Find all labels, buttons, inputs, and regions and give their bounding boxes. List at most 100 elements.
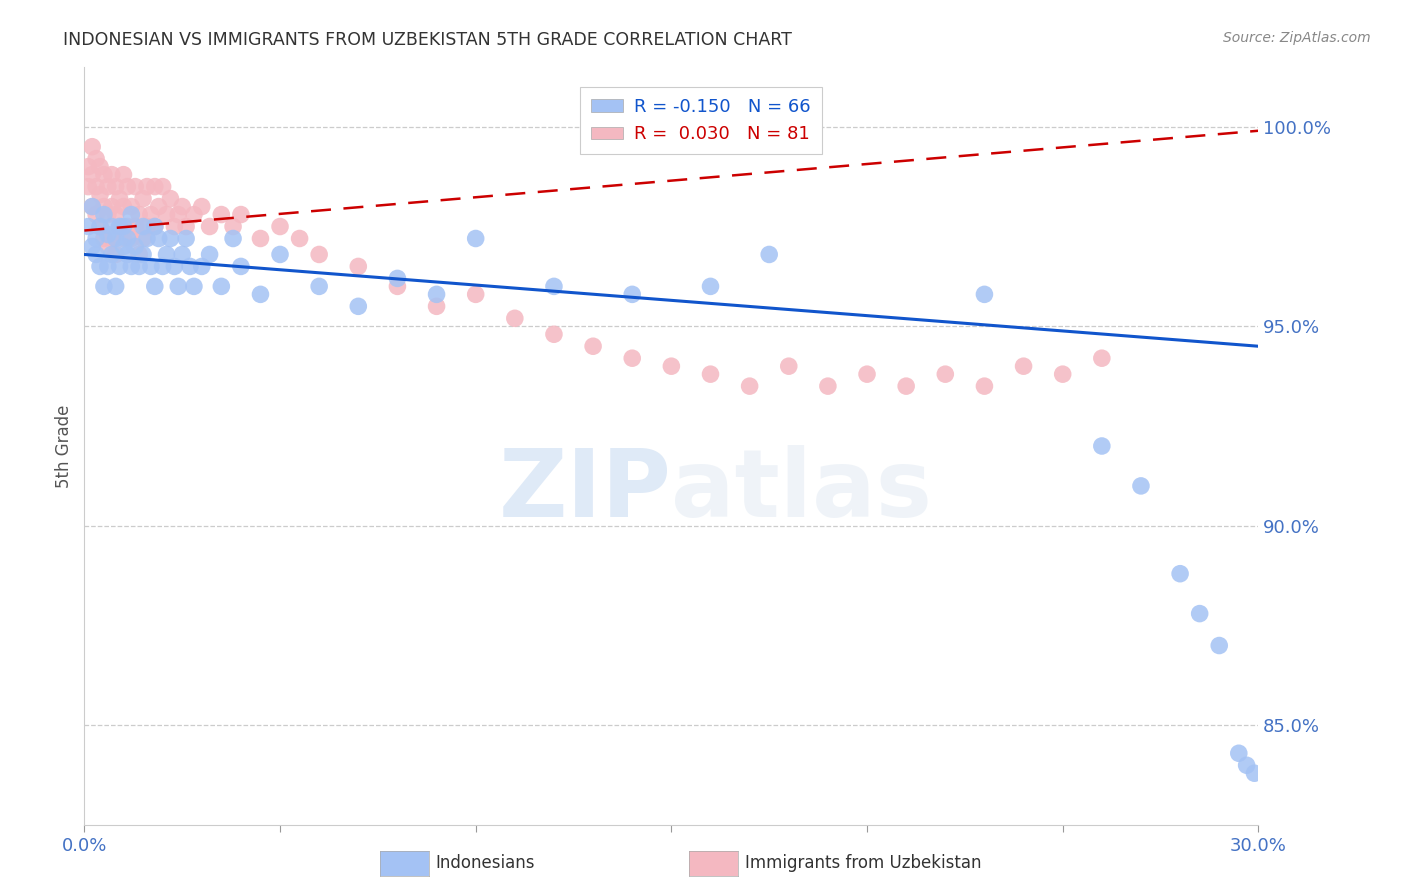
Point <box>97 239 120 253</box>
Point <box>661 359 683 374</box>
Point <box>1208 639 1230 653</box>
Point <box>97 260 120 274</box>
Point <box>1236 758 1258 772</box>
Point <box>817 379 839 393</box>
Point <box>163 219 186 234</box>
Point <box>100 200 122 214</box>
Point <box>155 247 177 261</box>
Point <box>104 208 127 222</box>
Point <box>269 247 291 261</box>
Point <box>1168 566 1191 581</box>
Point <box>120 231 142 245</box>
Point <box>174 231 197 245</box>
Point <box>143 279 166 293</box>
Point <box>543 327 565 342</box>
Point <box>222 219 245 234</box>
Point <box>139 260 162 274</box>
Point <box>1188 607 1211 621</box>
Point <box>973 287 995 301</box>
Point <box>117 247 139 261</box>
Point <box>543 279 565 293</box>
Point <box>117 231 139 245</box>
Point <box>132 192 155 206</box>
Point <box>89 187 111 202</box>
Point <box>738 379 761 393</box>
Point <box>108 260 131 274</box>
Point <box>856 367 879 381</box>
Point <box>89 219 111 234</box>
Point <box>104 279 127 293</box>
Text: ZIP: ZIP <box>499 445 672 538</box>
Point <box>112 168 135 182</box>
Y-axis label: 5th Grade: 5th Grade <box>55 404 73 488</box>
Point <box>308 279 330 293</box>
Point <box>93 200 115 214</box>
Point <box>152 179 174 194</box>
Point <box>84 152 107 166</box>
Point <box>152 260 174 274</box>
Point <box>155 208 177 222</box>
Point <box>82 200 104 214</box>
Point <box>778 359 800 374</box>
Point <box>1130 479 1153 493</box>
Point <box>148 231 170 245</box>
Point <box>112 239 135 253</box>
Point <box>1091 439 1114 453</box>
Point <box>1091 351 1114 366</box>
Point <box>120 260 142 274</box>
Point <box>191 200 214 214</box>
Point <box>167 208 190 222</box>
Point <box>143 179 166 194</box>
Point <box>699 367 721 381</box>
Point <box>269 219 291 234</box>
Point <box>84 179 107 194</box>
Point <box>758 247 780 261</box>
Point <box>387 279 409 293</box>
Point <box>288 231 311 245</box>
Point <box>89 260 111 274</box>
Point <box>183 208 205 222</box>
Point <box>128 247 150 261</box>
Point <box>503 311 526 326</box>
Point <box>128 208 150 222</box>
Point <box>93 208 115 222</box>
Point <box>229 260 252 274</box>
Point <box>84 208 107 222</box>
Point <box>84 247 107 261</box>
Point <box>198 219 221 234</box>
Point <box>143 219 166 234</box>
Point <box>582 339 605 353</box>
Point <box>426 287 449 301</box>
Point <box>82 200 104 214</box>
Point <box>104 179 127 194</box>
Point <box>97 179 120 194</box>
Point <box>132 231 155 245</box>
Point <box>143 219 166 234</box>
Point <box>621 351 644 366</box>
Point <box>136 219 159 234</box>
Point <box>93 279 115 293</box>
Point <box>1243 766 1265 780</box>
Point <box>132 219 155 234</box>
Point <box>117 219 139 234</box>
Point <box>84 231 107 245</box>
Point <box>89 219 111 234</box>
Point <box>621 287 644 301</box>
Point <box>198 247 221 261</box>
Text: Source: ZipAtlas.com: Source: ZipAtlas.com <box>1223 31 1371 45</box>
Point <box>120 208 142 222</box>
Point <box>172 200 194 214</box>
Point <box>120 200 142 214</box>
Legend: R = -0.150   N = 66, R =  0.030   N = 81: R = -0.150 N = 66, R = 0.030 N = 81 <box>579 87 821 154</box>
Point <box>128 260 150 274</box>
Point <box>172 247 194 261</box>
Point <box>97 227 120 242</box>
Point <box>104 231 127 245</box>
Point <box>124 219 146 234</box>
Point <box>229 208 252 222</box>
Point <box>100 231 122 245</box>
Point <box>387 271 409 285</box>
Point <box>77 160 100 174</box>
Text: INDONESIAN VS IMMIGRANTS FROM UZBEKISTAN 5TH GRADE CORRELATION CHART: INDONESIAN VS IMMIGRANTS FROM UZBEKISTAN… <box>63 31 792 49</box>
Text: Immigrants from Uzbekistan: Immigrants from Uzbekistan <box>745 855 981 872</box>
